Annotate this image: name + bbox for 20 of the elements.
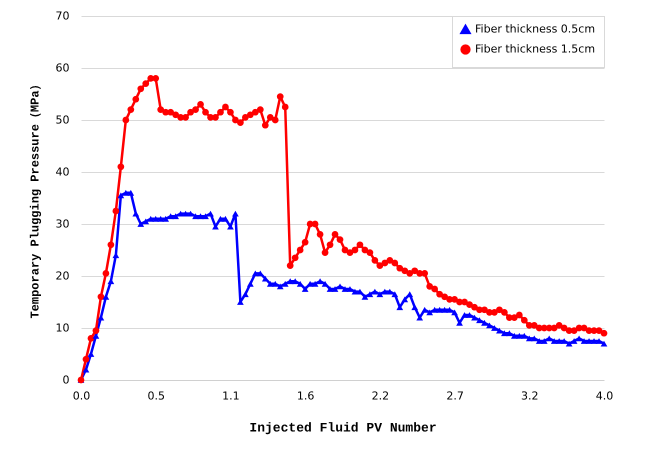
x-tick-label: 1.1 [222, 390, 240, 402]
y-tick-label: 40 [56, 166, 70, 178]
x-tick-label: 4.0 [596, 390, 614, 402]
y-tick-label: 50 [56, 114, 70, 126]
x-tick-label: 1.6 [296, 390, 314, 402]
x-tick-label: 2.7 [446, 390, 464, 402]
y-tick-label: 30 [56, 218, 70, 230]
y-tick-label: 10 [56, 322, 70, 334]
x-axis-title: Injected Fluid PV Number [249, 420, 437, 436]
y-tick-label: 70 [56, 10, 70, 22]
x-tick-label: 3.2 [521, 390, 539, 402]
x-tick-label: 0.5 [147, 390, 165, 402]
x-tick-label: 2.2 [372, 390, 390, 402]
y-tick-label: 0 [62, 374, 70, 386]
y-tick-label: 20 [56, 270, 70, 282]
y-axis-title: Temporary Plugging Pressure（MPa） [28, 78, 43, 319]
x-tick-label: 0.0 [72, 390, 90, 402]
y-tick-label: 60 [56, 62, 70, 74]
legend-label: Fiber thickness 1.5cm [475, 42, 596, 56]
legend-label: Fiber thickness 0.5cm [475, 22, 596, 36]
